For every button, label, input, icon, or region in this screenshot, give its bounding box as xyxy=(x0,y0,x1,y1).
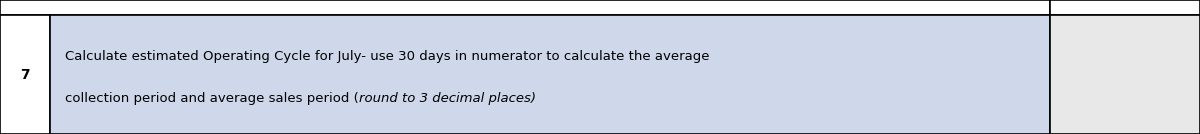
Bar xyxy=(1050,0,1200,15)
Bar xyxy=(0,0,1050,15)
Bar xyxy=(50,15,1050,134)
Text: round to 3 decimal places): round to 3 decimal places) xyxy=(359,92,535,105)
Text: Calculate estimated Operating Cycle for July- use 30 days in numerator to calcul: Calculate estimated Operating Cycle for … xyxy=(65,50,709,63)
Text: collection period and average sales period (: collection period and average sales peri… xyxy=(65,92,359,105)
Bar xyxy=(1050,15,1200,134)
Bar xyxy=(0,15,50,134)
Text: 7: 7 xyxy=(20,68,30,82)
